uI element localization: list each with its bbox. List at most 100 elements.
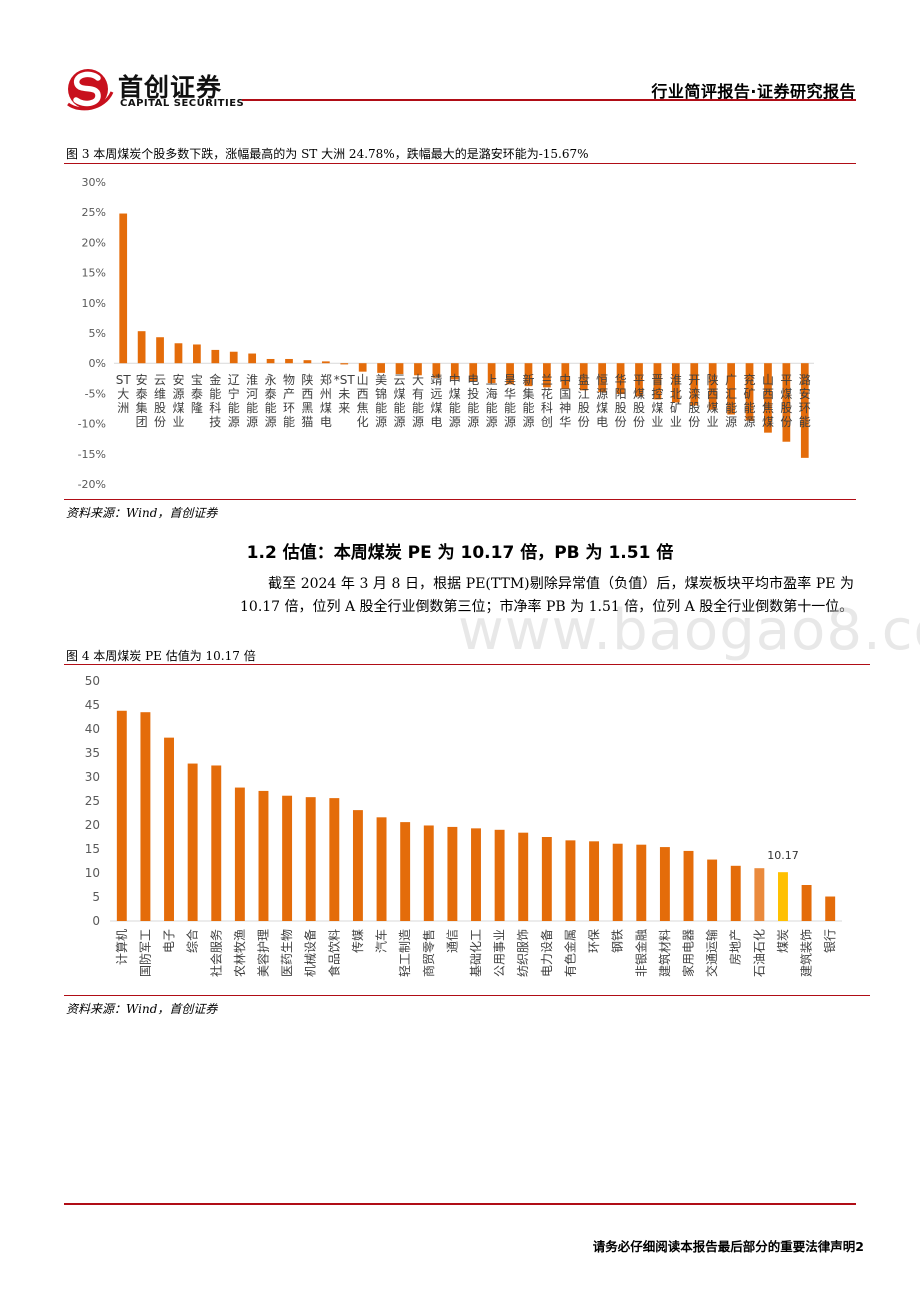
category-label-line: 维 bbox=[154, 387, 166, 401]
category-label-line: 煤 bbox=[596, 401, 608, 415]
bar bbox=[636, 844, 647, 921]
bar bbox=[612, 843, 623, 921]
category-label-line: 能 bbox=[246, 401, 258, 415]
category-label: 上海能源 bbox=[486, 373, 498, 429]
category-label-line: 安 bbox=[136, 372, 148, 387]
category-label-line: 华 bbox=[615, 373, 627, 387]
category-label-line: 中 bbox=[559, 372, 571, 387]
category-label: 钢铁 bbox=[611, 929, 625, 953]
bar bbox=[506, 363, 514, 385]
y-tick-label: 15 bbox=[85, 842, 100, 856]
y-tick-label: 0% bbox=[89, 357, 106, 370]
category-label: 宝泰隆 bbox=[191, 373, 203, 415]
category-label-line: 州 bbox=[320, 387, 332, 401]
bar bbox=[234, 787, 245, 921]
category-label-line: 业 bbox=[707, 415, 719, 429]
category-label-line: 份 bbox=[780, 415, 792, 429]
category-label-line: 化 bbox=[357, 415, 369, 429]
category-label-line: 电 bbox=[596, 415, 608, 429]
bar bbox=[358, 363, 367, 372]
bar bbox=[754, 868, 765, 921]
category-label-line: 山 bbox=[357, 373, 369, 387]
y-tick-label: -5% bbox=[85, 387, 106, 400]
category-label: 食品饮料 bbox=[326, 929, 341, 977]
category-label: 建筑装饰 bbox=[799, 929, 814, 977]
bar bbox=[164, 737, 174, 921]
category-label-line: 控 bbox=[651, 387, 663, 401]
category-label-line: 业 bbox=[172, 415, 184, 429]
bar bbox=[447, 826, 458, 921]
bar bbox=[653, 363, 662, 400]
figure3-source: 资料来源：Wind，首创证券 bbox=[66, 506, 218, 520]
brand-name-en: CAPITAL SECURITIES bbox=[120, 98, 245, 109]
bar bbox=[140, 712, 151, 921]
figure4-source: 资料来源：Wind，首创证券 bbox=[66, 1002, 218, 1016]
bar bbox=[414, 363, 422, 376]
category-label-line: 能 bbox=[522, 401, 534, 415]
bar bbox=[801, 885, 812, 921]
category-label: 恒源煤电 bbox=[596, 373, 608, 429]
category-label-line: 恒 bbox=[596, 373, 608, 387]
category-label-line: 滦 bbox=[688, 386, 700, 401]
category-label-line: ST bbox=[116, 373, 132, 387]
category-label: 平煤股份 bbox=[780, 373, 792, 429]
category-label-line: 电 bbox=[430, 415, 442, 429]
category-label-line: 煤 bbox=[320, 401, 332, 415]
category-label-line: 科 bbox=[209, 401, 221, 415]
category-label: 郑州煤电 bbox=[320, 372, 332, 429]
category-label-line: 源 bbox=[375, 415, 387, 429]
category-label-line: 源 bbox=[504, 415, 516, 429]
category-label: 兰花科创 bbox=[541, 373, 553, 429]
bar bbox=[329, 798, 340, 921]
category-label: 建筑材料 bbox=[657, 929, 672, 977]
category-label-line: 业 bbox=[670, 415, 682, 429]
category-label-line: 集 bbox=[136, 400, 148, 415]
category-label-line: 安 bbox=[799, 386, 811, 401]
category-label: 云维股份 bbox=[154, 373, 166, 429]
y-tick-label: 40 bbox=[85, 722, 100, 736]
category-label: 靖远煤电 bbox=[430, 373, 442, 429]
bar bbox=[543, 363, 551, 388]
category-label-line: 西 bbox=[707, 387, 719, 401]
category-label-line: 环 bbox=[799, 401, 811, 415]
y-tick-label: 25% bbox=[82, 206, 106, 219]
bar bbox=[471, 828, 481, 921]
category-label: 山西焦煤 bbox=[762, 373, 774, 429]
category-label-line: 靖 bbox=[430, 373, 442, 387]
category-label-line: 黑 bbox=[301, 401, 313, 415]
category-label-line: 焦 bbox=[357, 401, 369, 415]
category-label-line: 技 bbox=[209, 415, 221, 429]
bar bbox=[432, 363, 441, 378]
bar bbox=[258, 790, 269, 921]
category-label-line: 能 bbox=[265, 401, 277, 415]
category-label-line: 矿 bbox=[670, 401, 682, 415]
category-label-line: 未 bbox=[338, 387, 350, 401]
bar bbox=[285, 358, 293, 364]
category-label-line: 海 bbox=[486, 386, 498, 401]
category-label-line: 安 bbox=[172, 372, 184, 387]
footer-disclaimer: 请务必仔细阅读本报告最后部分的重要法律声明2 bbox=[593, 1236, 864, 1255]
bar bbox=[156, 337, 164, 364]
bar bbox=[565, 840, 576, 921]
bar bbox=[423, 825, 434, 921]
category-label-line: 份 bbox=[615, 415, 627, 429]
bar bbox=[782, 363, 791, 442]
category-label-line: 源 bbox=[394, 415, 406, 429]
category-label-line: 业 bbox=[651, 415, 663, 429]
bar bbox=[778, 872, 788, 921]
category-label-line: 能 bbox=[744, 401, 756, 415]
bar bbox=[690, 363, 699, 406]
bar bbox=[119, 213, 128, 364]
category-label-line: 煤 bbox=[394, 387, 406, 401]
watermark: www.baogao8.com bbox=[458, 598, 920, 663]
category-label: 传媒 bbox=[350, 929, 365, 953]
category-label-line: 源 bbox=[172, 387, 184, 401]
section-heading: 1.2 估值：本周煤炭 PE 为 10.17 倍，PB 为 1.51 倍 bbox=[246, 543, 674, 563]
category-label-line: 大 bbox=[412, 373, 424, 387]
bar bbox=[229, 351, 238, 364]
category-label-line: 焦 bbox=[762, 401, 774, 415]
category-label: 华阳股份 bbox=[615, 373, 627, 429]
figure3-chart: 30%25%20%15%10%5%0%-5%-10%-15%-20%ST 大洲安泰… bbox=[78, 176, 814, 491]
figure3-top-rule bbox=[64, 163, 856, 164]
category-label: 轻工制造 bbox=[398, 929, 412, 977]
